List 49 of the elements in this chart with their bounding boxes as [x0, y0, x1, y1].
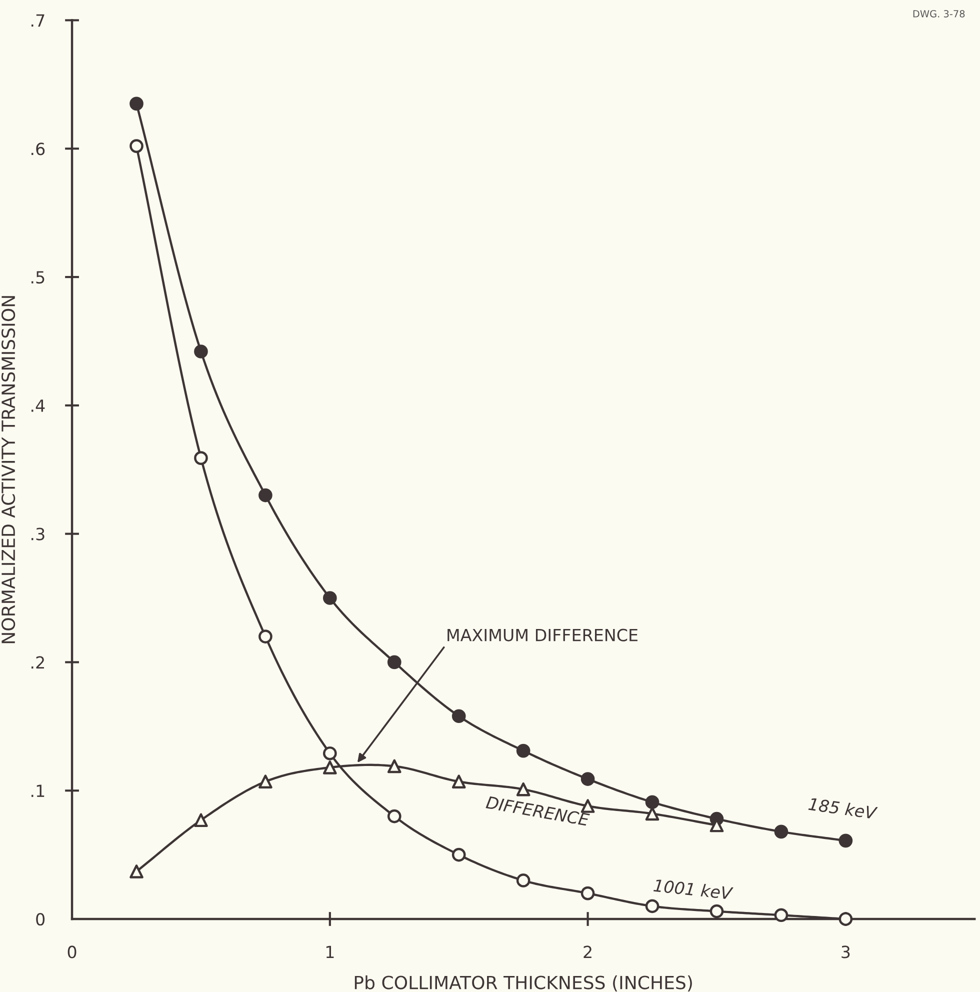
x-tick-label: 0: [68, 946, 76, 958]
text: DWG. 3-78: [913, 10, 965, 18]
point: [194, 451, 208, 465]
x-tick-label: 1: [326, 946, 334, 958]
y-tick-label: .4: [32, 400, 45, 412]
point: [516, 744, 530, 758]
text: 185 keV: [808, 797, 878, 820]
point: [194, 344, 208, 358]
point: [194, 813, 208, 828]
point: [452, 709, 466, 724]
point: [387, 809, 402, 824]
point: [838, 834, 853, 848]
x-tick-label: 3: [842, 946, 850, 958]
point: [322, 591, 337, 605]
point: [130, 139, 144, 153]
point: [516, 782, 530, 796]
y-tick-label: 0: [36, 912, 45, 926]
point: [130, 864, 144, 878]
y-axis-title: NORMALIZED ACTIVITY TRANSMISSION: [1, 296, 16, 644]
point: [645, 795, 660, 810]
point: [774, 824, 788, 839]
point: [130, 96, 144, 111]
x-tick-label: 2: [584, 946, 592, 958]
y-tick-label: .7: [32, 14, 44, 27]
point: [580, 886, 595, 900]
y-tick-label: .6: [32, 142, 45, 156]
annotation: MAXIMUM DIFFERENCE: [448, 628, 638, 642]
point: [452, 774, 466, 789]
y-tick-label: .2: [32, 656, 44, 669]
point: [322, 760, 337, 774]
point: [838, 912, 853, 926]
y-tick-label: .3: [32, 528, 44, 540]
point: [452, 848, 466, 862]
y-tick-label: .5: [32, 271, 44, 284]
point: [516, 874, 530, 888]
point: [322, 746, 337, 760]
x-axis-title: Pb COLLIMATOR THICKNESS (INCHES): [354, 975, 692, 992]
point: [258, 630, 272, 644]
point: [387, 655, 402, 670]
point: [774, 908, 788, 922]
point: [710, 904, 724, 918]
y-tick-label: .1: [32, 784, 44, 797]
point: [645, 806, 660, 821]
point: [580, 772, 595, 786]
point: [258, 488, 272, 502]
text: 1001 keV: [653, 878, 734, 900]
point: [258, 774, 272, 789]
point: [645, 899, 660, 914]
point: [387, 759, 402, 774]
